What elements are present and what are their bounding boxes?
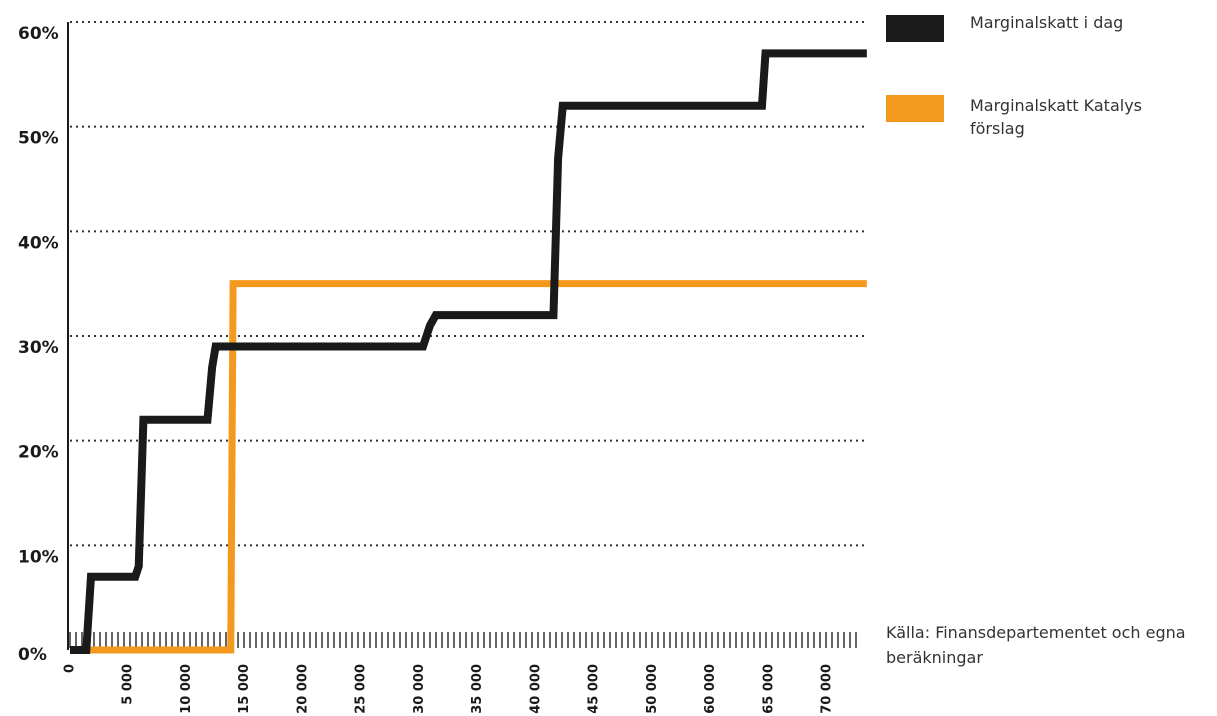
- x-tick-label: 20 000: [295, 664, 310, 714]
- x-tick-label: 30 000: [412, 664, 427, 714]
- source-note: Källa: Finansdepartementet och egna berä…: [886, 623, 1186, 667]
- legend-label: Marginalskatt i dag: [970, 13, 1124, 32]
- x-tick-label: 65 000: [761, 664, 776, 714]
- x-tick-label: 15 000: [237, 664, 252, 714]
- y-tick-label: 10%: [18, 547, 59, 567]
- x-tick-label: 60 000: [703, 664, 718, 714]
- y-tick-label: 40%: [18, 233, 59, 253]
- x-tick-label: 40 000: [528, 664, 543, 714]
- x-tick-label: 45 000: [587, 664, 602, 714]
- x-tick-label: 50 000: [645, 664, 660, 714]
- data-line: [70, 49, 867, 654]
- y-tick-label: 0%: [18, 645, 47, 665]
- y-tick-label: 30%: [18, 338, 59, 358]
- x-tick-label: 0: [63, 664, 78, 673]
- legend-label: Marginalskatt Katalys förslag: [970, 96, 1142, 138]
- x-tick-label: 70 000: [820, 664, 835, 714]
- x-tick-label: 35 000: [470, 664, 485, 714]
- y-tick-label: 60%: [18, 24, 59, 44]
- data-line: [70, 280, 867, 654]
- x-tick-label: 25 000: [354, 664, 369, 714]
- x-tick-label: 10 000: [179, 664, 194, 714]
- y-tick-label: 50%: [18, 129, 59, 149]
- y-tick-label: 20%: [18, 443, 59, 463]
- legend-swatch: [886, 15, 944, 42]
- legend-swatch: [886, 95, 944, 122]
- x-tick-label: 5 000: [121, 664, 136, 705]
